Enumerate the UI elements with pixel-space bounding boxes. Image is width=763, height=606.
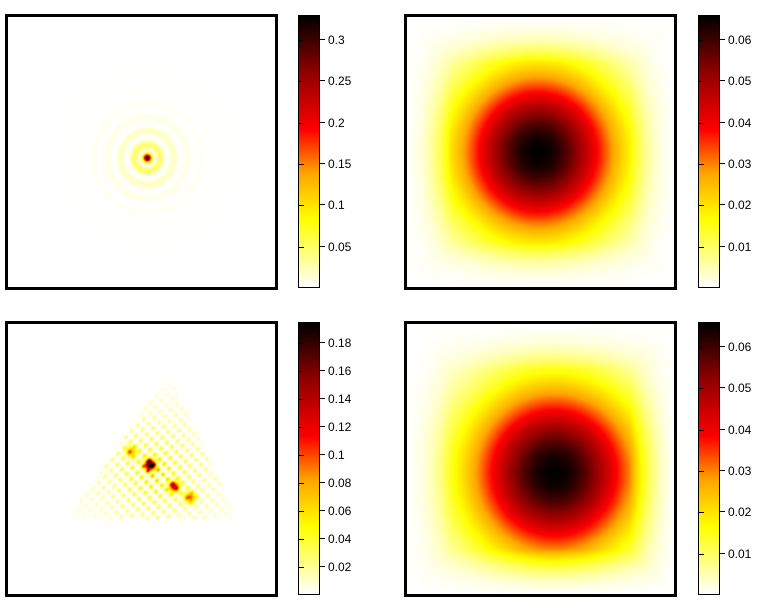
colorbar-2-tick-mark xyxy=(699,205,704,207)
colorbar-2-tick-label: 0.02 xyxy=(719,198,752,213)
colorbar-1 xyxy=(298,15,320,288)
colorbar-3-tick-mark xyxy=(299,567,304,568)
colorbar-4-tick-mark xyxy=(699,429,704,431)
colorbar-3-tick-label: 0.12 xyxy=(319,420,352,434)
colorbar-3-tick-mark xyxy=(299,483,304,484)
colorbar-3-tick-label: 0.04 xyxy=(319,532,352,546)
colorbar-4-tick-mark xyxy=(699,553,704,555)
heatmap-panel-2 xyxy=(404,14,677,290)
colorbar-1-tick-mark xyxy=(299,205,304,207)
heatmap-canvas-2 xyxy=(407,17,674,287)
colorbar-4-tick-mark xyxy=(699,470,704,472)
colorbar-2-tick-mark xyxy=(699,163,704,165)
colorbar-3-tick-mark xyxy=(299,427,304,428)
colorbar-4-tick-mark xyxy=(699,512,704,514)
colorbar-2-tick-mark xyxy=(699,39,704,41)
colorbar-3-tick-label: 0.1 xyxy=(320,448,345,462)
colorbar-4-tick-mark xyxy=(699,388,704,390)
colorbar-2-tick-label: 0.05 xyxy=(719,74,752,89)
heatmap-canvas-4 xyxy=(407,324,674,594)
colorbar-3-tick-mark xyxy=(299,343,304,344)
colorbar-3-tick-label: 0.02 xyxy=(319,560,352,574)
colorbar-4-tick-label: 0.04 xyxy=(719,422,752,437)
heatmap-panel-1 xyxy=(5,14,278,290)
colorbar-2 xyxy=(698,15,720,288)
heatmap-canvas-3 xyxy=(8,324,275,594)
colorbar-4-tick-mark xyxy=(699,346,704,348)
colorbar-3-tick-label: 0.16 xyxy=(319,364,352,378)
colorbar-3 xyxy=(298,322,320,595)
colorbar-1-tick-mark xyxy=(299,163,304,165)
colorbar-2-tick-label: 0.03 xyxy=(719,156,752,171)
colorbar-1-tick-label: 0.05 xyxy=(319,239,352,254)
colorbar-4-tick-label: 0.02 xyxy=(719,505,752,520)
heatmap-panel-3 xyxy=(5,321,278,597)
colorbar-4-tick-label: 0.05 xyxy=(719,381,752,396)
colorbar-3-tick-label: 0.08 xyxy=(319,476,352,490)
colorbar-1-tick-label: 0.1 xyxy=(320,198,345,213)
colorbar-2-tick-label: 0.06 xyxy=(719,32,752,47)
colorbar-1-tick-mark xyxy=(299,122,304,124)
colorbar-2-tick-label: 0.04 xyxy=(719,115,752,130)
colorbar-3-tick-mark xyxy=(299,455,304,456)
colorbar-1-tick-label: 0.25 xyxy=(319,74,352,89)
colorbar-3-tick-label: 0.06 xyxy=(319,504,352,518)
colorbar-4-tick-label: 0.03 xyxy=(719,463,752,478)
colorbar-1-tick-label: 0.3 xyxy=(320,32,345,47)
colorbar-3-tick-label: 0.14 xyxy=(319,392,352,406)
colorbar-3-tick-mark xyxy=(299,371,304,372)
colorbar-3-tick-mark xyxy=(299,511,304,512)
colorbar-2-tick-mark xyxy=(699,246,704,248)
colorbar-1-tick-label: 0.15 xyxy=(319,156,352,171)
colorbar-1-tick-mark xyxy=(299,81,304,83)
colorbar-4-tick-label: 0.01 xyxy=(719,546,752,561)
colorbar-1-tick-mark xyxy=(299,246,304,248)
heatmap-canvas-1 xyxy=(8,17,275,287)
colorbar-3-tick-mark xyxy=(299,539,304,540)
colorbar-2-tick-label: 0.01 xyxy=(719,239,752,254)
colorbar-3-tick-label: 0.18 xyxy=(319,336,352,350)
colorbar-2-tick-mark xyxy=(699,122,704,124)
colorbar-2-tick-mark xyxy=(699,81,704,83)
colorbar-4-tick-label: 0.06 xyxy=(719,339,752,354)
heatmap-panel-4 xyxy=(404,321,677,597)
colorbar-3-tick-mark xyxy=(299,399,304,400)
colorbar-1-tick-mark xyxy=(299,39,304,41)
colorbar-1-tick-label: 0.2 xyxy=(320,115,345,130)
colorbar-4 xyxy=(698,322,720,595)
